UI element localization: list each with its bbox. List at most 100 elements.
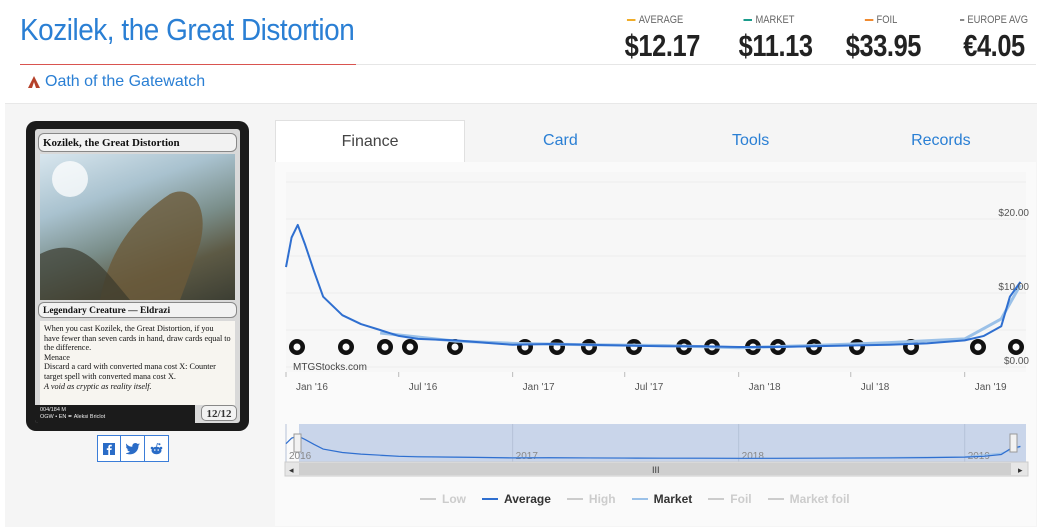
legend-swatch (631, 498, 648, 500)
card-art (40, 154, 235, 300)
card-collector-number: 004/184 M (40, 407, 66, 413)
scroll-right-icon[interactable]: ▸ (1018, 465, 1023, 475)
reddit-share-button[interactable] (145, 435, 169, 462)
card-power-toughness: 12/12 (201, 405, 237, 421)
y-tick-label: $10.00 (998, 282, 1029, 293)
chart-series (285, 223, 1022, 350)
card-image-name: Kozilek, the Great Distortion (38, 133, 237, 152)
price-average-value: $12.17 (624, 28, 701, 63)
legend-label: Market (653, 492, 693, 506)
set-release-icon-center (974, 343, 982, 351)
plot-background (286, 172, 1026, 372)
price-europe-value: €4.05 (963, 28, 1025, 63)
price-market-label: MARKET (755, 14, 795, 26)
scrollbar-grip-icon: III (652, 465, 660, 475)
reddit-icon (150, 442, 163, 454)
navigator-right-handle[interactable] (1009, 433, 1018, 453)
market-swatch (743, 19, 753, 21)
chart-legend: Low Average High Market Foil Market foil (420, 492, 850, 506)
y-tick-label: $0.00 (1004, 356, 1029, 367)
tab-records[interactable]: Records (911, 132, 971, 149)
x-tick-label: Jan '18 (749, 382, 781, 393)
price-market-value: $11.13 (738, 28, 813, 63)
twitter-icon (125, 442, 140, 454)
twitter-share-button[interactable] (121, 435, 145, 462)
card-rules-1: When you cast Kozilek, the Great Distort… (44, 324, 231, 353)
chart-y-axis: $0.00 $10.00 $20.00 (998, 208, 1029, 367)
legend-label: Foil (730, 492, 752, 506)
legend-item-average[interactable]: Average (482, 492, 551, 506)
navigator-average-line (285, 435, 1021, 459)
header-divider (356, 64, 1036, 65)
foil-swatch (864, 19, 874, 21)
chart-grid (286, 172, 1026, 372)
set-release-icon-center (381, 343, 389, 351)
legend-swatch (566, 498, 583, 500)
legend-item-high[interactable]: High (566, 492, 616, 506)
price-average: AVERAGE $12.17 (618, 14, 701, 64)
legend-item-market-foil[interactable]: Market foil (767, 492, 850, 506)
price-chart-panel: MTGStocks.com $0.00 $10.00 $20.00 Jan '16 J… (275, 162, 1036, 526)
card-footer: 004/184 M OGW • EN ✒ Aleksi Briclot (40, 407, 105, 421)
set-release-icon-center (1012, 343, 1020, 351)
x-tick-label: Jul '17 (635, 382, 664, 393)
share-buttons (97, 435, 169, 462)
card-rules-2: Menace (44, 352, 70, 362)
navigator-selection[interactable] (299, 424, 1026, 462)
legend-swatch (767, 498, 784, 500)
price-europe: EUROPE AVG €4.05 (954, 14, 1034, 64)
navigator-year-label: 2017 (516, 451, 539, 462)
tab-card[interactable]: Card (543, 132, 578, 149)
page-title: Kozilek, the Great Distortion (20, 12, 355, 47)
card-artist: OGW • EN ✒ Aleksi Briclot (40, 414, 106, 420)
set-release-icon-center (342, 343, 350, 351)
title-divider (20, 64, 356, 65)
price-foil-value: $33.95 (845, 28, 922, 63)
facebook-share-button[interactable] (97, 435, 121, 462)
price-chart[interactable]: MTGStocks.com $0.00$10.00$20.00 Jan '16 J… (275, 162, 1036, 526)
card-image[interactable]: Kozilek, the Great Distortion Legendary … (26, 121, 249, 431)
legend-swatch (708, 498, 725, 500)
price-market: MARKET $11.13 (732, 14, 813, 64)
price-foil: FOIL $33.95 (838, 14, 924, 64)
facebook-icon (103, 442, 115, 455)
card-frame: Kozilek, the Great Distortion Legendary … (35, 129, 240, 423)
x-tick-label: Jan '16 (296, 382, 328, 393)
price-foil-label: FOIL (876, 14, 898, 26)
chart-x-axis: Jan '16 Jul '16 Jan '17 Jul '17 Jan '18 Jul '… (285, 372, 1007, 393)
navigator-left-handle[interactable] (293, 433, 302, 453)
x-tick-label: Jul '16 (409, 382, 438, 393)
set-release-icon-center (406, 343, 414, 351)
tab-finance[interactable]: Finance (275, 120, 466, 162)
set-release-icon-center (451, 343, 459, 351)
series-average-line[interactable] (285, 223, 1022, 349)
y-tick-label: $20.00 (998, 208, 1029, 219)
card-image-text: When you cast Kozilek, the Great Distort… (40, 321, 235, 405)
navigator-year-label: 2016 (289, 451, 312, 462)
set-link[interactable]: Oath of the Gatewatch (27, 73, 205, 91)
legend-item-market[interactable]: Market (631, 492, 693, 506)
x-tick-label: Jul '18 (861, 382, 890, 393)
tab-tools[interactable]: Tools (731, 132, 770, 149)
set-release-icon-center (907, 343, 915, 351)
card-rules-3: Discard a card with converted mana cost … (44, 362, 216, 381)
chart-watermark: MTGStocks.com (293, 362, 367, 373)
set-symbol-icon (28, 76, 40, 88)
navigator-series (285, 435, 1021, 460)
legend-label: Low (442, 492, 466, 506)
navigator-scrollbar-thumb[interactable] (299, 463, 1011, 475)
scroll-left-icon[interactable]: ◂ (289, 465, 294, 475)
price-europe-label: EUROPE AVG (967, 14, 1028, 26)
average-swatch (626, 19, 636, 21)
legend-item-foil[interactable]: Foil (708, 492, 752, 506)
card-art-illustration (40, 161, 203, 300)
legend-item-low[interactable]: Low (420, 492, 466, 506)
legend-swatch (482, 498, 498, 500)
legend-label: Average (504, 492, 551, 506)
x-tick-label: Jan '17 (523, 382, 555, 393)
set-release-icon-center (293, 343, 301, 351)
price-average-label: AVERAGE (638, 14, 684, 26)
card-footer-band (35, 405, 195, 423)
europe-swatch (960, 19, 964, 21)
navigator-year-label: 2018 (742, 451, 765, 462)
